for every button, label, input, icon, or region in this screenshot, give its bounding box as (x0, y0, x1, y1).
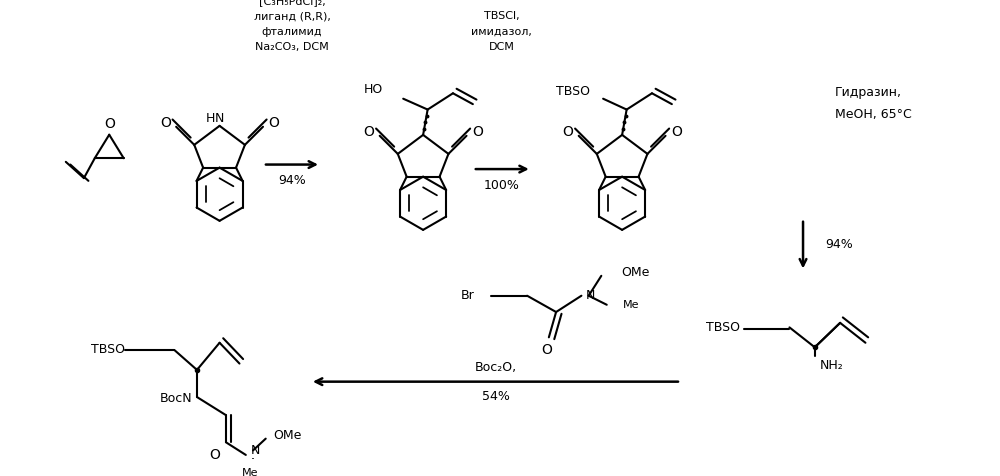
Text: TBSO: TBSO (706, 321, 740, 334)
Text: имидазол,: имидазол, (471, 27, 532, 37)
Text: TBSCl,: TBSCl, (484, 11, 520, 21)
Text: O: O (104, 117, 115, 131)
Text: Me: Me (242, 468, 259, 476)
Text: 94%: 94% (826, 238, 853, 251)
Text: N: N (215, 112, 224, 125)
Text: O: O (671, 125, 682, 139)
Text: O: O (562, 125, 573, 139)
Text: BocN: BocN (160, 392, 192, 406)
Text: TBSO: TBSO (91, 344, 125, 357)
Text: Na₂CO₃, DCM: Na₂CO₃, DCM (255, 42, 329, 52)
Text: OMe: OMe (621, 266, 650, 279)
Text: DCM: DCM (489, 42, 515, 52)
Text: MeOH, 65°C: MeOH, 65°C (835, 109, 911, 121)
Text: O: O (210, 448, 220, 462)
Text: 54%: 54% (482, 390, 509, 403)
Text: 94%: 94% (278, 174, 306, 188)
Text: Гидразин,: Гидразин, (835, 86, 902, 99)
Text: N: N (586, 289, 595, 302)
Text: O: O (363, 125, 374, 139)
Text: Me: Me (623, 300, 640, 310)
Text: [C₃H₅PdCl]₂,: [C₃H₅PdCl]₂, (259, 0, 325, 6)
Text: O: O (160, 116, 171, 130)
Text: HO: HO (364, 83, 383, 96)
Text: Br: Br (461, 289, 475, 302)
Text: O: O (472, 125, 483, 139)
Text: O: O (268, 116, 279, 130)
Text: O: O (542, 343, 552, 357)
Text: 100%: 100% (484, 179, 520, 192)
Text: N: N (250, 444, 260, 457)
Text: OMe: OMe (273, 428, 301, 442)
Text: лиганд (R,R),: лиганд (R,R), (254, 11, 330, 21)
Text: NH₂: NH₂ (819, 359, 843, 372)
Text: H: H (206, 112, 215, 125)
Text: TBSO: TBSO (556, 85, 590, 98)
Text: фталимид: фталимид (262, 27, 322, 37)
Text: Boc₂O,: Boc₂O, (474, 361, 517, 374)
